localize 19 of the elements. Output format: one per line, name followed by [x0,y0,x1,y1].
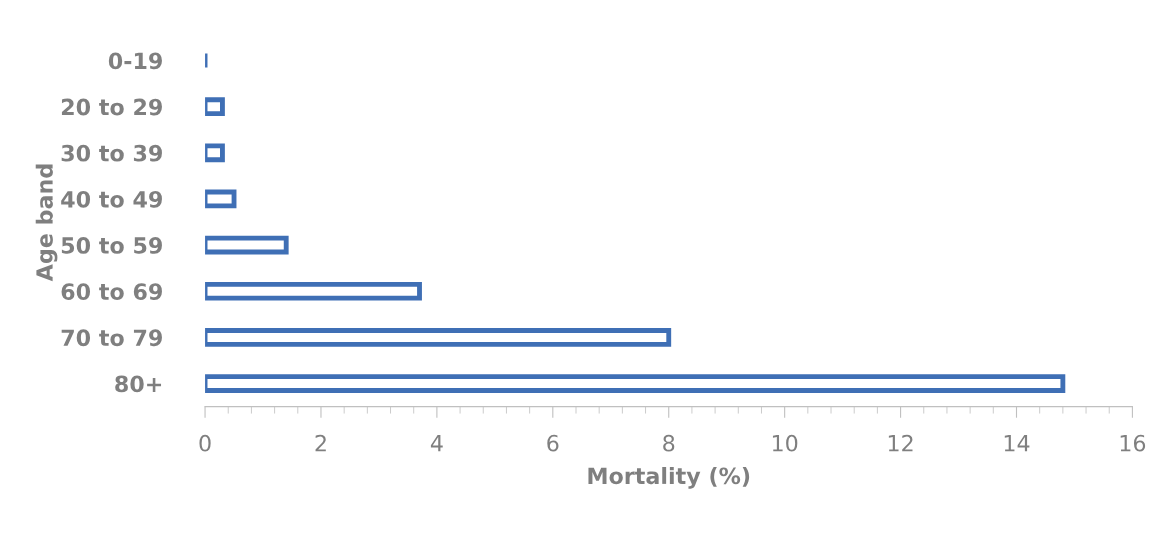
x-tick-label: 14 [1004,435,1030,452]
y-tick-label: 80+ [115,375,162,393]
x-tick-label: 8 [663,434,675,452]
y-tick-label: 60 to 69 [61,283,162,300]
y-tick-label: 40 to 49 [61,190,162,208]
x-tick-label: 16 [1120,434,1146,452]
x-tick-label: 12 [888,434,913,452]
x-tick-label: 4 [430,435,443,452]
y-tick-label: 70 to 79 [61,329,162,347]
x-tick-label: 6 [547,434,559,452]
y-tick-label: 20 to 29 [61,98,162,116]
x-tick-label: 10 [772,434,798,452]
y-tick-label: 0-19 [108,52,162,70]
x-tick-label: 0 [199,434,211,452]
y-axis-title: Age band [35,164,58,282]
y-tick-label: 50 to 59 [61,237,162,254]
x-tick-label: 2 [315,434,326,452]
x-axis-title: Mortality (%) [588,467,750,489]
y-tick-label: 30 to 39 [61,144,162,162]
